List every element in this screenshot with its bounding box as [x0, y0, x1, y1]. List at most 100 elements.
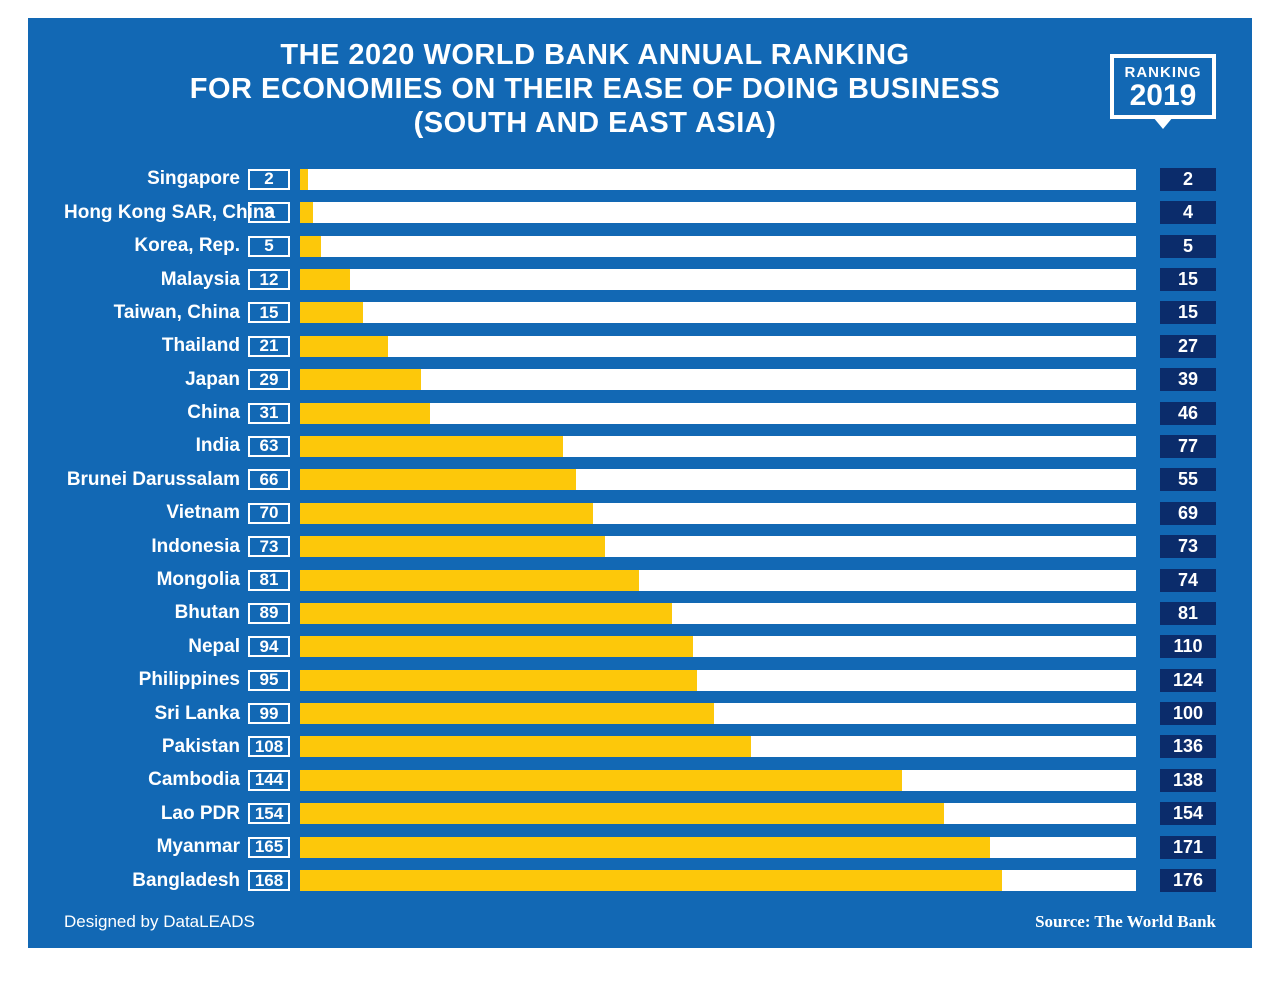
rank-2019-value: 171 — [1160, 836, 1216, 859]
bar-track — [300, 269, 1136, 290]
chart-row: China31 46 — [64, 396, 1216, 429]
chart-row: Taiwan, China1515 — [64, 296, 1216, 329]
country-label: Singapore — [64, 168, 248, 190]
rank-2020-value: 81 — [248, 570, 290, 591]
chart-row: Mongolia81 74 — [64, 563, 1216, 596]
bar-track — [300, 469, 1136, 490]
rank-2020-value: 31 — [248, 403, 290, 424]
country-label: Cambodia — [64, 769, 248, 791]
rank-2019-value: 46 — [1160, 402, 1216, 425]
country-label: Taiwan, China — [64, 302, 248, 324]
bar-fill — [300, 169, 308, 190]
bar-track — [300, 803, 1136, 824]
bar-fill — [300, 202, 313, 223]
chart-row: Thailand2127 — [64, 330, 1216, 363]
rank-2020-value: 29 — [248, 369, 290, 390]
rank-2019-value: 74 — [1160, 569, 1216, 592]
ranking-year-badge: RANKING 2019 — [1110, 54, 1216, 129]
country-label: Bangladesh — [64, 870, 248, 892]
rank-2020-value: 2 — [248, 169, 290, 190]
bar-track — [300, 636, 1136, 657]
country-label: India — [64, 435, 248, 457]
bar-track — [300, 169, 1136, 190]
rank-2019-value: 55 — [1160, 468, 1216, 491]
country-label: Sri Lanka — [64, 703, 248, 725]
chart-row: Cambodia144138 — [64, 764, 1216, 797]
chart-row: Brunei Darussalam6655 — [64, 463, 1216, 496]
rank-2019-value: 4 — [1160, 201, 1216, 224]
bar-track — [300, 736, 1136, 757]
bar-fill — [300, 837, 990, 858]
bar-track — [300, 503, 1136, 524]
rank-2019-value: 138 — [1160, 769, 1216, 792]
country-label: Japan — [64, 369, 248, 391]
bar-track — [300, 369, 1136, 390]
country-label: Hong Kong SAR, China — [64, 202, 248, 224]
chart-row: Myanmar165 171 — [64, 830, 1216, 863]
country-label: China — [64, 402, 248, 424]
bar-fill — [300, 636, 693, 657]
rank-2019-value: 27 — [1160, 335, 1216, 358]
country-label: Vietnam — [64, 502, 248, 524]
chart-row: Vietnam70 69 — [64, 497, 1216, 530]
rank-2020-value: 94 — [248, 636, 290, 657]
rank-2019-value: 81 — [1160, 602, 1216, 625]
rank-2020-value: 66 — [248, 469, 290, 490]
title-line: (SOUTH AND EAST ASIA) — [0, 106, 1252, 140]
bar-fill — [300, 803, 944, 824]
bar-track — [300, 202, 1136, 223]
rank-2019-value: 176 — [1160, 869, 1216, 892]
rank-2019-value: 2 — [1160, 168, 1216, 191]
bar-track — [300, 670, 1136, 691]
badge-year: 2019 — [1114, 81, 1212, 111]
chart-row: Bangladesh168176 — [64, 864, 1216, 897]
chart-row: Sri Lanka99 100 — [64, 697, 1216, 730]
title-line: THE 2020 WORLD BANK ANNUAL RANKING — [0, 38, 1252, 72]
rank-2020-value: 3 — [248, 202, 290, 223]
country-label: Thailand — [64, 335, 248, 357]
rank-2019-value: 69 — [1160, 502, 1216, 525]
chart-row: Philippines95124 — [64, 664, 1216, 697]
chart-row: Indonesia7373 — [64, 530, 1216, 563]
bar-fill — [300, 870, 1002, 891]
rank-2020-value: 95 — [248, 670, 290, 691]
bar-track — [300, 770, 1136, 791]
chart-row: Lao PDR154154 — [64, 797, 1216, 830]
bar-track — [300, 570, 1136, 591]
chart-row: Korea, Rep.55 — [64, 229, 1216, 262]
rank-2019-value: 124 — [1160, 669, 1216, 692]
rank-2020-value: 15 — [248, 302, 290, 323]
rank-2020-value: 99 — [248, 703, 290, 724]
source-credit: Source: The World Bank — [1035, 912, 1216, 932]
bar-track — [300, 837, 1136, 858]
bar-fill — [300, 670, 697, 691]
rank-2020-value: 89 — [248, 603, 290, 624]
bar-fill — [300, 736, 751, 757]
bar-fill — [300, 336, 388, 357]
country-label: Nepal — [64, 636, 248, 658]
rank-2020-value: 70 — [248, 503, 290, 524]
rank-2019-value: 73 — [1160, 535, 1216, 558]
rank-2019-value: 100 — [1160, 702, 1216, 725]
bar-track — [300, 336, 1136, 357]
bar-fill — [300, 369, 421, 390]
rank-2019-value: 39 — [1160, 368, 1216, 391]
chart-row: Bhutan8981 — [64, 597, 1216, 630]
bar-track — [300, 870, 1136, 891]
bar-fill — [300, 269, 350, 290]
rank-2020-value: 165 — [248, 837, 290, 858]
country-label: Mongolia — [64, 569, 248, 591]
bar-fill — [300, 469, 576, 490]
bar-fill — [300, 770, 902, 791]
country-label: Myanmar — [64, 836, 248, 858]
rank-2020-value: 154 — [248, 803, 290, 824]
rank-2019-value: 5 — [1160, 235, 1216, 258]
bar-fill — [300, 302, 363, 323]
bar-fill — [300, 536, 605, 557]
chart-row: Pakistan108136 — [64, 730, 1216, 763]
bar-fill — [300, 503, 593, 524]
rank-2020-value: 5 — [248, 236, 290, 257]
title-line: FOR ECONOMIES ON THEIR EASE OF DOING BUS… — [0, 72, 1252, 106]
chart-row: Nepal94110 — [64, 630, 1216, 663]
bar-track — [300, 302, 1136, 323]
